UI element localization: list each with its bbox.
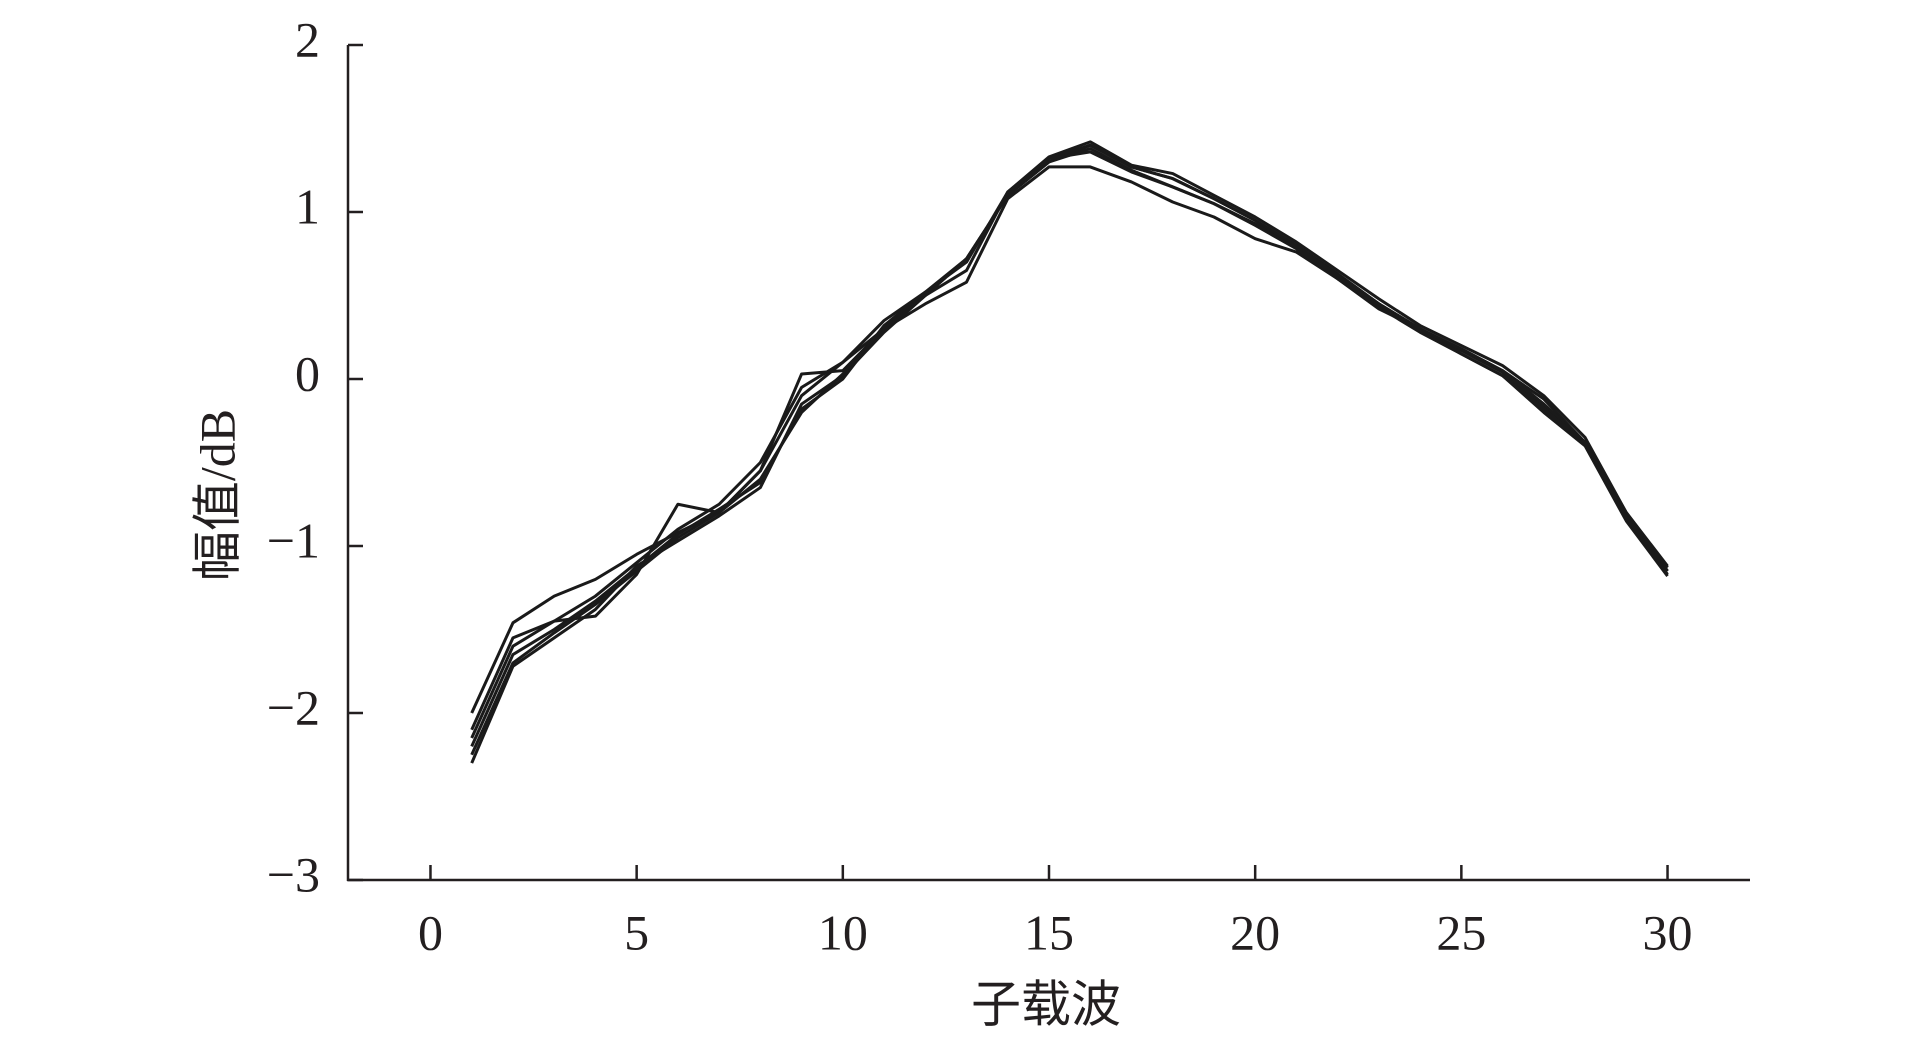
y-tick-label: 2 — [295, 11, 320, 67]
x-tick-label: 10 — [818, 904, 868, 960]
y-tick-label: −3 — [267, 846, 320, 902]
x-tick-label: 5 — [624, 904, 649, 960]
x-tick-label: 20 — [1230, 904, 1280, 960]
data-line — [470, 165, 1669, 739]
data-line — [470, 140, 1669, 764]
data-line — [470, 147, 1669, 714]
data-line — [470, 143, 1669, 731]
y-axis-title: 幅值/dB — [189, 409, 245, 581]
y-tick-label: 1 — [295, 178, 320, 234]
y-tick-label: 0 — [295, 345, 320, 401]
y-tick-label: −1 — [267, 512, 320, 568]
x-tick-label: 30 — [1643, 904, 1693, 960]
data-line — [470, 143, 1669, 756]
x-axis-title: 子载波 — [971, 976, 1121, 1032]
x-tick-label: 0 — [418, 904, 443, 960]
data-line — [470, 150, 1669, 748]
y-tick-label: −2 — [267, 679, 320, 735]
x-tick-label: 25 — [1436, 904, 1486, 960]
x-tick-label: 15 — [1024, 904, 1074, 960]
